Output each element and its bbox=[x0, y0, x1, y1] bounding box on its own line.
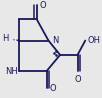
Text: NH: NH bbox=[5, 67, 17, 76]
Text: O: O bbox=[49, 84, 56, 93]
Text: OH: OH bbox=[87, 36, 100, 45]
Text: N: N bbox=[52, 36, 59, 45]
Text: H: H bbox=[2, 34, 8, 43]
Text: O: O bbox=[40, 1, 46, 10]
Text: O: O bbox=[74, 75, 81, 84]
